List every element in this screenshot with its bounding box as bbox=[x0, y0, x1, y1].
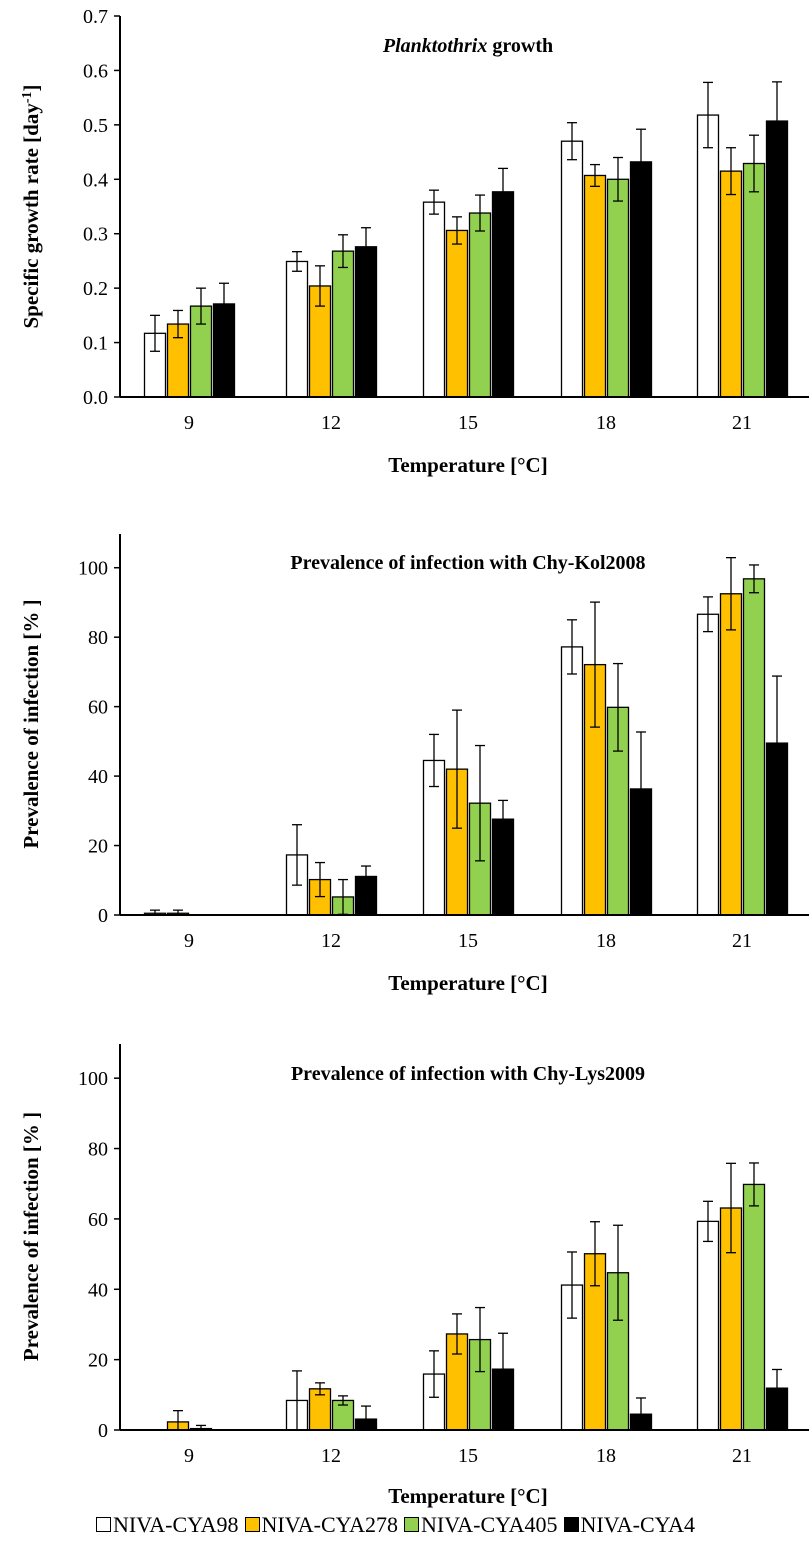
bar-niva-cya278-21 bbox=[719, 170, 743, 398]
y-tick-label: 0.7 bbox=[83, 6, 108, 28]
legend-item-cya405: NIVA-CYA405 bbox=[404, 1512, 558, 1538]
y-tick-label: 40 bbox=[88, 1279, 108, 1301]
bar-niva-cya4-15 bbox=[491, 191, 515, 398]
x-tick-label: 12 bbox=[321, 1445, 341, 1467]
chart-title: Prevalence of infection with Chy-Kol2008 bbox=[290, 552, 645, 574]
chart-title-italic: Planktothrix bbox=[382, 35, 487, 57]
y-tick-label: 0.4 bbox=[83, 169, 108, 191]
legend-item-cya278: NIVA-CYA278 bbox=[244, 1512, 399, 1538]
y-tick-label: 0.0 bbox=[83, 387, 108, 409]
bar-niva-cya278-15 bbox=[445, 229, 469, 398]
chart-title-text: Prevalence of infection with Chy-Lys2009 bbox=[291, 1063, 645, 1085]
x-tick-label: 18 bbox=[596, 412, 616, 434]
x-tick-label: 9 bbox=[184, 412, 194, 434]
chart-panel-1: 0.0 0.1 0.2 0.3 0.4 0.5 0.6 0.7 9 12 15 18 21 Tempera… bbox=[19, 6, 809, 477]
y-axis-label: Prevalence of infection [% ] bbox=[19, 1112, 43, 1361]
x-tick-label: 15 bbox=[458, 930, 478, 952]
y-tick-label: 60 bbox=[88, 697, 108, 719]
y-tick-label: 100 bbox=[78, 1068, 108, 1090]
bar-niva-cya405-18 bbox=[606, 178, 630, 398]
x-tick-label: 9 bbox=[184, 930, 194, 952]
x-tick-label: 21 bbox=[732, 412, 752, 434]
x-tick-label: 21 bbox=[732, 1445, 752, 1467]
y-tick-label: 100 bbox=[78, 558, 108, 580]
legend: NIVA-CYA98 NIVA-CYA278 NIVA-CYA405 NIVA-CYA… bbox=[96, 1512, 701, 1538]
bar-niva-cya278-21 bbox=[719, 593, 743, 916]
legend-swatch-cya278 bbox=[244, 1517, 260, 1533]
bar-niva-cya4-12 bbox=[354, 246, 378, 398]
bar-niva-cya405-21 bbox=[742, 1183, 766, 1431]
y-axis-label-sup: -1 bbox=[20, 92, 35, 104]
y-axis-label-end: ] bbox=[19, 85, 43, 92]
y-tick-label: 0 bbox=[98, 905, 108, 927]
y-tick-label: 0.1 bbox=[83, 333, 108, 355]
x-axis-label: Temperature [°C] bbox=[388, 1484, 547, 1508]
x-tick-label: 9 bbox=[184, 1445, 194, 1467]
bar-niva-cya98-18 bbox=[560, 646, 584, 916]
bar-niva-cya278-18 bbox=[583, 174, 607, 398]
legend-label-cya405: NIVA-CYA405 bbox=[421, 1512, 558, 1537]
y-axis-label: Specific growth rate [day-1] bbox=[19, 85, 43, 329]
y-tick-label: 60 bbox=[88, 1209, 108, 1231]
y-tick-label: 80 bbox=[88, 627, 108, 649]
x-tick-label: 15 bbox=[458, 1445, 478, 1467]
x-axis-label: Temperature [°C] bbox=[388, 453, 547, 477]
legend-label-cya278: NIVA-CYA278 bbox=[261, 1512, 399, 1537]
y-tick-label: 0.2 bbox=[83, 278, 108, 300]
legend-item-cya98: NIVA-CYA98 bbox=[96, 1512, 239, 1538]
bar-niva-cya4-18 bbox=[629, 161, 653, 398]
y-tick-label: 20 bbox=[88, 1350, 108, 1372]
y-axis-label-text: Specific growth rate [day bbox=[19, 103, 43, 329]
legend-item-cya4: NIVA-CYA4 bbox=[563, 1512, 696, 1538]
x-tick-label: 12 bbox=[321, 930, 341, 952]
legend-label-cya4: NIVA-CYA4 bbox=[580, 1512, 696, 1537]
y-tick-label: 0.5 bbox=[83, 115, 108, 137]
y-tick-label: 80 bbox=[88, 1139, 108, 1161]
bar-niva-cya98-21 bbox=[696, 613, 720, 916]
x-axis-label: Temperature [°C] bbox=[388, 971, 547, 995]
x-tick-label: 12 bbox=[321, 412, 341, 434]
legend-swatch-cya98 bbox=[96, 1517, 111, 1533]
y-tick-label: 0 bbox=[98, 1420, 108, 1442]
bar-niva-cya4-21 bbox=[765, 120, 789, 398]
chart-panel-2: 0 20 40 60 80 100 9 12 15 18 21 Temperature [°C] Pre… bbox=[19, 534, 809, 995]
bar-niva-cya98-21 bbox=[696, 1220, 720, 1431]
x-tick-label: 18 bbox=[596, 1445, 616, 1467]
chart-panel-3: 0 20 40 60 80 100 9 12 15 18 21 Temperature [°C] Pre… bbox=[19, 1044, 809, 1508]
bar-niva-cya405-21 bbox=[742, 578, 766, 916]
legend-label-cya98: NIVA-CYA98 bbox=[113, 1512, 239, 1537]
x-tick-label: 21 bbox=[732, 930, 752, 952]
y-tick-label: 20 bbox=[88, 836, 108, 858]
bar-niva-cya405-21 bbox=[742, 162, 766, 398]
bar-niva-cya98-21 bbox=[696, 114, 720, 398]
x-tick-label: 15 bbox=[458, 412, 478, 434]
y-axis-label-text: Prevalence of infection [% ] bbox=[19, 1112, 43, 1361]
chart-title: Planktothrix growth bbox=[382, 35, 553, 57]
bar-niva-cya405-15 bbox=[468, 212, 492, 398]
chart-title: Prevalence of infection with Chy-Lys2009 bbox=[291, 1063, 645, 1085]
chart-title-text: growth bbox=[487, 35, 553, 57]
bar-niva-cya98-12 bbox=[285, 260, 309, 398]
legend-swatch-cya405 bbox=[404, 1517, 419, 1533]
y-axis-label-text: Prevalence of infection [% ] bbox=[19, 599, 43, 848]
bar-niva-cya98-18 bbox=[560, 140, 584, 398]
bar-niva-cya405-12 bbox=[331, 250, 355, 398]
x-tick-label: 18 bbox=[596, 930, 616, 952]
legend-swatch-cya4 bbox=[563, 1517, 579, 1533]
y-tick-label: 40 bbox=[88, 766, 108, 788]
chart-title-text: Prevalence of infection with Chy-Kol2008 bbox=[290, 552, 645, 574]
bar-niva-cya98-15 bbox=[422, 201, 446, 398]
y-tick-label: 0.6 bbox=[83, 60, 108, 82]
y-tick-label: 0.3 bbox=[83, 224, 108, 246]
y-axis-label: Prevalence of infection [% ] bbox=[19, 599, 43, 848]
